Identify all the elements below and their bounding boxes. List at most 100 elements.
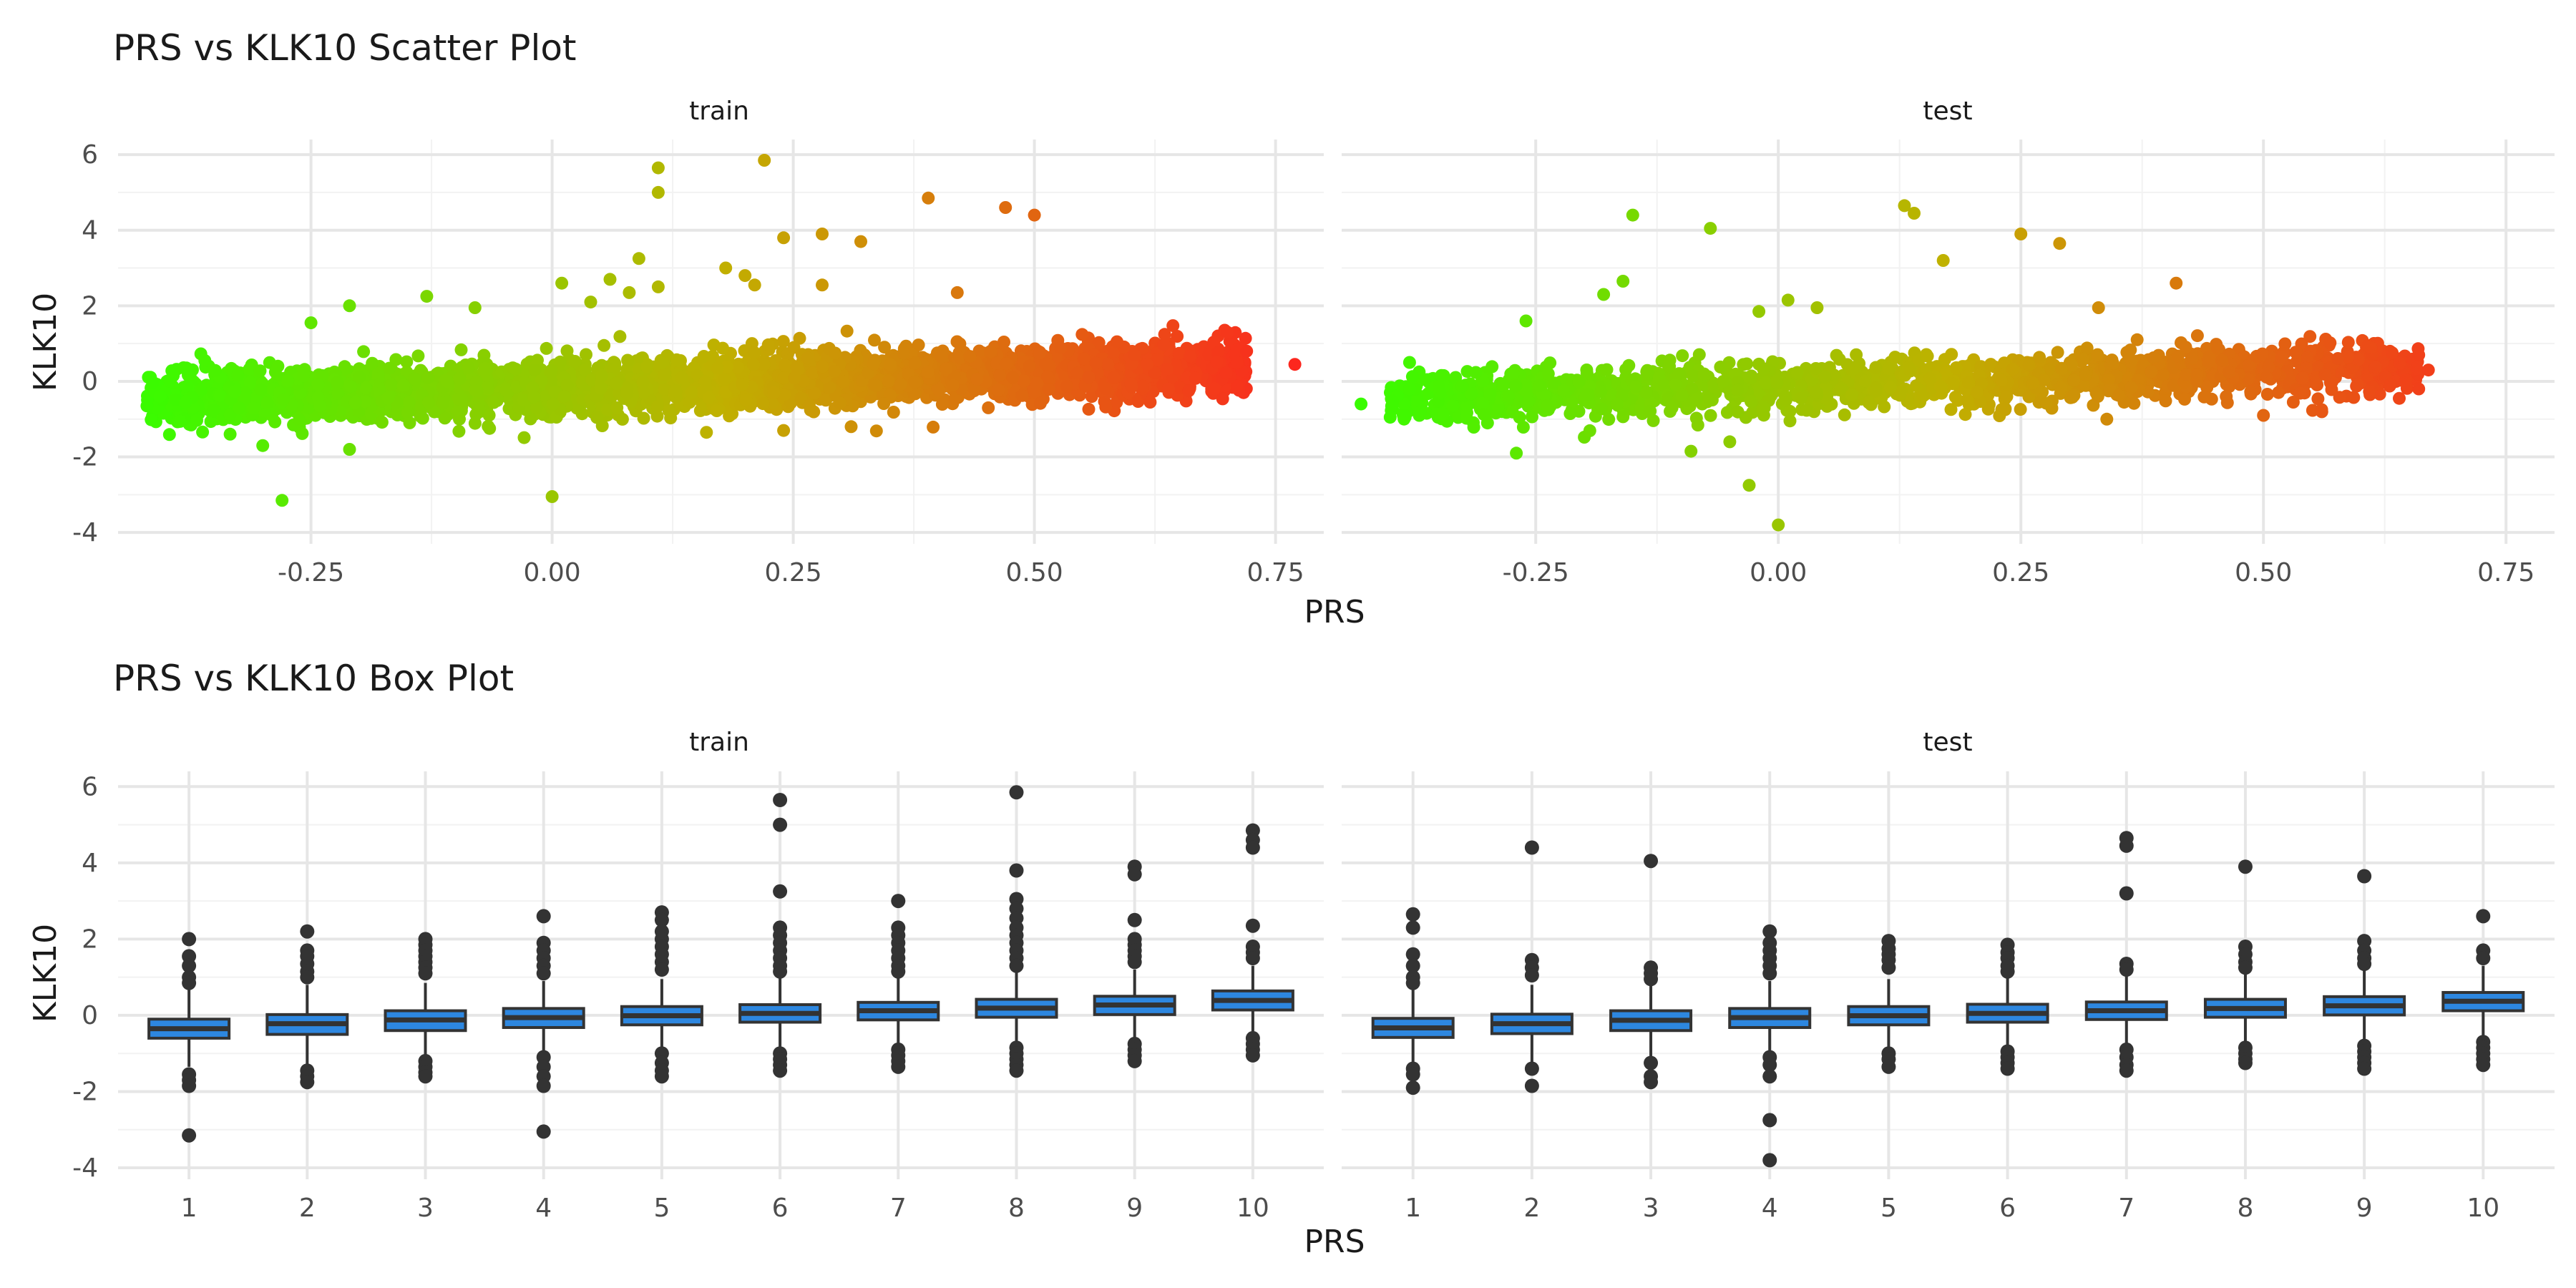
scatter-point [1869, 361, 1883, 374]
scatter-point [992, 383, 1005, 396]
scatter-point [357, 345, 371, 358]
y-tick-label: 2 [82, 291, 98, 321]
scatter-point [228, 385, 242, 399]
scatter-point [2033, 351, 2046, 364]
scatter-plot-section: PRS vs KLK10 Scatter Plot train -4-20246… [27, 27, 2555, 630]
scatter-point [1692, 348, 1706, 361]
scatter-point [675, 371, 688, 384]
scatter-point [1878, 400, 1891, 414]
scatter-point [2039, 396, 2053, 410]
scatter-point [685, 386, 698, 399]
scatter-point [1161, 362, 1174, 376]
scatter-point [908, 375, 922, 389]
scatter-point [1216, 392, 1229, 406]
scatter-point [196, 425, 210, 439]
scatter-point [441, 375, 454, 389]
scatter-point [454, 343, 468, 356]
scatter-point [2303, 330, 2317, 343]
scatter-point [2145, 365, 2158, 379]
scatter-point [353, 370, 366, 384]
scatter-point [1054, 341, 1067, 355]
scatter-point [2351, 378, 2364, 391]
scatter-point [731, 361, 745, 374]
scatter-point [180, 361, 193, 375]
scatter-point [146, 376, 160, 389]
scatter-point [204, 415, 218, 429]
scatter-point [1239, 331, 1252, 345]
scatter-point [1128, 348, 1141, 361]
scatter-point [477, 364, 491, 377]
scatter-point [331, 376, 344, 389]
scatter-point [1460, 406, 1473, 419]
scatter-point [1082, 402, 1096, 416]
scatter-point [1182, 384, 1196, 398]
scatter-point [468, 301, 482, 314]
scatter-point [343, 299, 356, 313]
scatter-point [867, 357, 880, 371]
scatter-point [528, 364, 542, 376]
scatter-point [296, 369, 310, 383]
x-tick-label: -0.25 [278, 558, 344, 587]
scatter-point [1687, 369, 1700, 383]
scatter-point [2363, 385, 2376, 399]
scatter-point [400, 355, 414, 369]
y-tick-label: -2 [72, 443, 98, 472]
scatter-point [231, 369, 245, 382]
scatter-point [553, 355, 567, 369]
scatter-point [1075, 328, 1089, 341]
scatter-plot-title: PRS vs KLK10 Scatter Plot [113, 27, 577, 69]
scatter-point [697, 350, 711, 363]
scatter-point [383, 361, 396, 375]
scatter-point [468, 416, 482, 430]
scatter-point [2244, 385, 2258, 399]
scatter-point [636, 375, 650, 389]
scatter-point [555, 276, 569, 290]
scatter-point [311, 378, 325, 391]
scatter-point [2275, 351, 2288, 364]
scatter-point [801, 351, 814, 365]
scatter-point [868, 333, 881, 347]
scatter-point [1850, 348, 1863, 361]
scatter-point [982, 401, 995, 414]
scatter-point [894, 378, 907, 391]
scatter-point [623, 286, 636, 299]
scatter-point [2323, 336, 2337, 350]
scatter-point [922, 365, 935, 379]
x-tick-label: 0.75 [2477, 558, 2534, 587]
scatter-point [1888, 351, 1902, 364]
scatter-point [296, 426, 309, 440]
scatter-point [1704, 409, 1717, 422]
scatter-point [179, 396, 192, 409]
scatter-point [1714, 360, 1727, 374]
scatter-point [2260, 388, 2274, 401]
scatter-point [594, 381, 608, 395]
scatter-point [1107, 371, 1121, 384]
scatter-point [313, 399, 327, 413]
scatter-point [1469, 366, 1483, 379]
scatter-point [190, 414, 203, 427]
x-tick-label: 0.75 [1247, 558, 1304, 587]
scatter-point [2156, 368, 2170, 381]
scatter-point [1092, 336, 1106, 349]
scatter-point [970, 372, 984, 386]
scatter-point [922, 191, 935, 205]
scatter-point [1838, 408, 1851, 421]
scatter-point [1077, 352, 1091, 366]
scatter-point [1089, 356, 1103, 370]
scatter-point [993, 369, 1007, 382]
scatter-point [2051, 346, 2064, 359]
scatter-point [621, 353, 635, 367]
scatter-point [758, 154, 771, 167]
scatter-point [984, 345, 997, 358]
scatter-point [1862, 396, 1875, 409]
scatter-point [997, 336, 1010, 348]
scatter-point [1689, 411, 1703, 425]
scatter-point [670, 353, 684, 367]
scatter-point [869, 379, 883, 392]
scatter-point [777, 231, 791, 245]
scatter-point [1405, 370, 1419, 384]
scatter-point [165, 364, 179, 378]
scatter-point [999, 201, 1013, 214]
scatter-point [1385, 399, 1398, 413]
